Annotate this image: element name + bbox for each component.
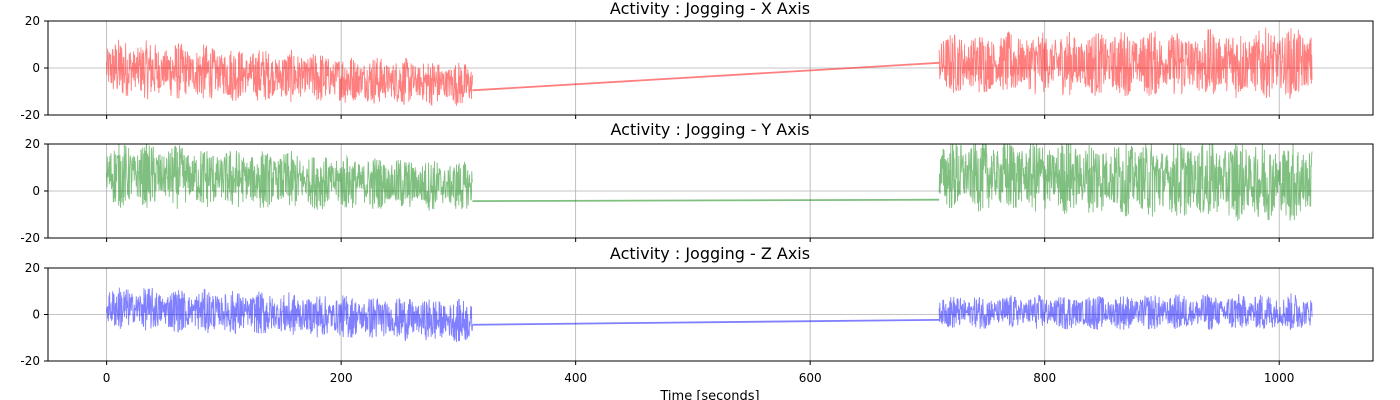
subplot-x-axis: Activity : Jogging - X Axis 20 0 -20 [20,0,1374,122]
y-tick-label: 0 [32,308,40,322]
data-layer [106,144,1313,221]
axes: 20 0 -20 [20,14,1374,122]
series-segment-1 [938,144,1313,221]
data-layer [106,27,1313,106]
x-tick-label: 800 [1033,371,1056,385]
axes: 20 0 -20 [20,137,1374,245]
series-segment-0 [106,39,473,106]
y-tick-label: -20 [20,354,40,368]
y-tick-label: 20 [25,14,40,28]
y-tick-label: 20 [25,137,40,151]
y-tick-label: 0 [32,61,40,75]
y-tick-label: -20 [20,108,40,122]
series-segment-0 [106,287,473,343]
y-tick-label: 0 [32,184,40,198]
subplot-title: Activity : Jogging - Z Axis [610,244,810,263]
series-bridge-line [472,198,940,203]
x-tick-label: 1000 [1264,371,1295,385]
y-tick-label: 20 [25,261,40,275]
x-tick-label: 0 [103,371,111,385]
x-tick-label: 600 [799,371,822,385]
subplot-title: Activity : Jogging - X Axis [610,0,810,18]
x-tick-label: 400 [564,371,587,385]
subplot-y-axis: Activity : Jogging - Y Axis 20 0 -20 [20,120,1374,245]
axes: 200-200 200 400 600 800 1000 [20,261,1374,385]
y-tick-label: -20 [20,231,40,245]
subplot-z-axis: Activity : Jogging - Z Axis 200-200 200 40… [20,244,1374,385]
series-bridge-line [472,61,940,92]
series-segment-1 [938,293,1313,330]
series-segment-0 [106,144,473,211]
data-layer [106,287,1313,343]
x-axis-label: Time [seconds] [659,389,759,400]
x-tick-label: 200 [330,371,353,385]
subplot-title: Activity : Jogging - Y Axis [611,120,810,139]
series-bridge-line [472,318,940,326]
series-segment-1 [938,27,1313,99]
